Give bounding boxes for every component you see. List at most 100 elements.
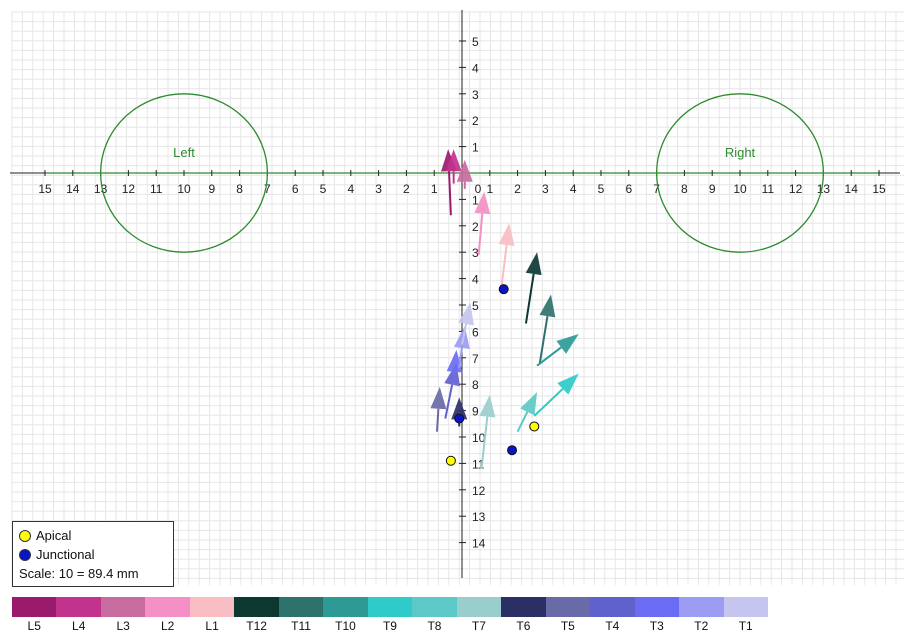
x-tick-label: 7 [653, 182, 660, 196]
y-tick-label: 12 [472, 484, 486, 498]
x-tick-label: 4 [347, 182, 354, 196]
region-circle [655, 93, 825, 253]
colorbar-label-T11: T11 [291, 619, 311, 633]
colorbar-label-T12: T12 [246, 619, 267, 633]
y-tick-label: 8 [472, 378, 479, 392]
y-tick-label: 1 [472, 193, 479, 207]
colorbar-swatch-T6 [501, 597, 546, 617]
x-tick-label: 6 [292, 182, 299, 196]
vector-head-T2 [453, 326, 470, 349]
vector-shaft-L5 [448, 171, 452, 216]
vector-head-T5 [430, 386, 447, 410]
x-tick-label: 3 [375, 182, 382, 196]
colorbar-swatch-T1 [723, 597, 768, 617]
vector-shaft-T2 [458, 347, 463, 369]
apical-marker-icon [19, 529, 31, 542]
vector-head-T11 [539, 294, 556, 318]
y-tick-label: 5 [472, 35, 479, 49]
regions: Left Right [99, 93, 825, 253]
vector-shaft-T3 [452, 371, 456, 385]
vector-head-L2 [474, 191, 491, 215]
colorbar-swatch-L3 [100, 597, 146, 617]
colorbar-label-T8: T8 [427, 619, 442, 633]
region-label: Left [173, 145, 195, 160]
vector-shaft-T7 [480, 416, 489, 469]
vector-head-L3 [456, 159, 473, 182]
apical-point [445, 455, 456, 466]
colorbar-label-T3: T3 [649, 619, 664, 633]
x-tick-label: 11 [150, 182, 163, 196]
colorbar-label-T6: T6 [516, 619, 531, 633]
x-tick-label: 3 [542, 182, 549, 196]
vectors [430, 149, 579, 469]
axes [10, 10, 900, 578]
x-tick-label: 14 [66, 182, 80, 196]
colorbar-labels: L5 L4 L3 L2 L1 T12 T11 T10 T9 T8 T7 T6 T5 T4 T3 T2 T1 [12, 619, 768, 633]
vector-shaft-T12 [524, 273, 535, 324]
junctional-point [498, 284, 509, 295]
legend: Apical Junctional Scale: 10 = 89.4 mm [12, 521, 174, 587]
x-tick-label: 10 [177, 182, 191, 196]
colorbar-swatch-T9 [367, 597, 413, 617]
y-tick-label: 14 [472, 537, 486, 551]
x-tick-label: 10 [733, 182, 747, 196]
points [445, 284, 540, 466]
vector-shaft-T11 [538, 315, 549, 364]
vector-shaft-L2 [477, 213, 484, 255]
colorbar-swatch-T5 [545, 597, 591, 617]
colorbar-swatch-T12 [234, 597, 279, 617]
y-tick-label: 10 [472, 431, 486, 445]
vector-shaft-T4 [444, 384, 454, 419]
legend-apical: Apical [19, 526, 167, 545]
x-tick-label: 12 [789, 182, 803, 196]
x-tick-label: 13 [817, 182, 831, 196]
colorbar-swatch-T11 [278, 597, 324, 617]
x-tick-label: 15 [38, 182, 52, 196]
colorbar-swatch-T3 [634, 597, 680, 617]
vector-head-T8 [520, 392, 538, 416]
y-tick-label: 5 [472, 299, 479, 313]
vector-shaft-T8 [516, 411, 529, 433]
legend-apical-label: Apical [36, 528, 72, 543]
x-tick-label: 9 [709, 182, 716, 196]
x-tick-label-zero: 0 [475, 182, 482, 196]
x-tick-label: 7 [264, 182, 271, 196]
y-tick-label: 4 [472, 61, 479, 75]
x-tick-label: 8 [681, 182, 688, 196]
y-tick-label: 2 [472, 114, 479, 128]
region-label: Right [725, 145, 756, 160]
vector-shaft-T10 [536, 346, 562, 367]
colorbar-label-L2: L2 [160, 619, 175, 633]
legend-scale: Scale: 10 = 89.4 mm [19, 564, 167, 583]
colorbar-label-T7: T7 [471, 619, 486, 633]
vector-head-L4 [445, 149, 462, 172]
vector-head-T12 [525, 252, 542, 276]
colorbar [12, 597, 768, 617]
y-tick-label: 13 [472, 510, 486, 524]
colorbar-label-L3: L3 [116, 619, 130, 633]
y-tick-label: 3 [472, 246, 479, 260]
x-tick-label: 15 [872, 182, 886, 196]
x-tick-label: 12 [122, 182, 136, 196]
x-tick-label: 2 [403, 182, 410, 196]
scale-label: Scale: 10 = 89.4 mm [19, 566, 139, 581]
vector-head-T10 [556, 334, 579, 354]
colorbar-swatch-T8 [412, 597, 457, 617]
grid [11, 11, 904, 585]
junctional-marker-icon [19, 548, 31, 561]
plot-area: 15 14 13 12 11 10 9 8 7 6 5 4 3 2 1 1 2 3 4 5 6 7 8 9 10 11 12 13 14… [10, 10, 904, 585]
colorbar-swatch-T7 [456, 597, 502, 617]
x-tick-label: 4 [570, 182, 577, 196]
x-tick-label: 5 [320, 182, 327, 196]
y-tick-label: 3 [472, 88, 479, 102]
junctional-point [454, 413, 465, 424]
colorbar-swatch-L1 [189, 597, 235, 617]
colorbar-swatch-L5 [12, 597, 57, 617]
colorbar-label-L4: L4 [72, 619, 86, 633]
y-tick-label: 7 [472, 352, 479, 366]
y-tick-label: 6 [472, 325, 479, 339]
x-tick-label: 5 [598, 182, 605, 196]
colorbar-label-T9: T9 [382, 619, 397, 633]
colorbar-swatch-L2 [145, 597, 190, 617]
legend-junctional-label: Junctional [36, 547, 95, 562]
